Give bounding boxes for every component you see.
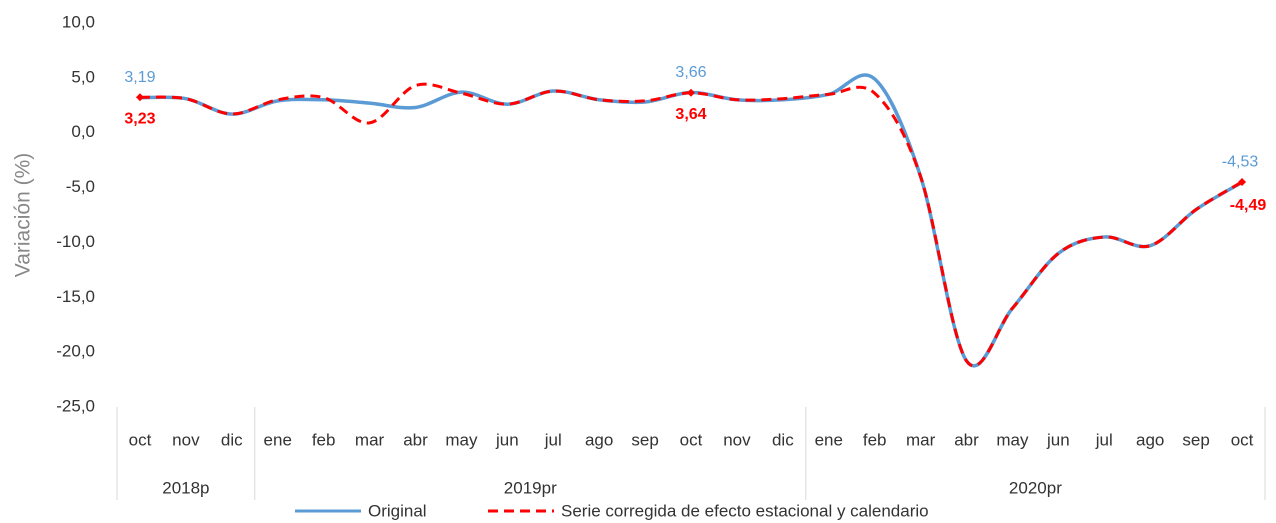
group-label: 2020pr (1009, 478, 1062, 497)
y-tick-label: -5,0 (66, 177, 95, 196)
y-tick-label: 10,0 (62, 12, 95, 31)
x-tick-label: oct (1231, 430, 1254, 449)
x-tick-label: jun (495, 430, 519, 449)
x-tick-label: mar (906, 430, 936, 449)
x-tick-label: ago (1136, 430, 1164, 449)
x-tick-label: oct (129, 430, 152, 449)
x-tick-label: oct (680, 430, 703, 449)
series-line (139, 82, 1243, 368)
x-tick-label: abr (403, 430, 428, 449)
x-tick-label: mar (355, 430, 385, 449)
data-label: 3,23 (124, 110, 155, 127)
group-label: 2018p (162, 478, 209, 497)
x-tick-label: may (996, 430, 1029, 449)
x-tick-label: ene (264, 430, 292, 449)
data-label: 3,64 (675, 106, 706, 123)
x-tick-label: ago (585, 430, 613, 449)
x-tick-label: nov (172, 430, 200, 449)
data-label: 3,66 (675, 64, 706, 81)
group-label: 2019pr (504, 478, 557, 497)
x-tick-label: sep (1182, 430, 1209, 449)
y-tick-label: 0,0 (71, 122, 95, 141)
legend-label: Original (368, 501, 427, 520)
x-tick-label: nov (723, 430, 751, 449)
point-marker (1238, 177, 1247, 186)
x-tick-label: dic (772, 430, 794, 449)
y-tick-label: 5,0 (71, 67, 95, 86)
x-tick-label: jul (544, 430, 562, 449)
y-tick-label: -10,0 (56, 232, 95, 251)
data-label: -4,49 (1230, 197, 1267, 214)
x-tick-label: sep (631, 430, 658, 449)
x-tick-label: jun (1046, 430, 1070, 449)
x-tick-label: jul (1095, 430, 1113, 449)
point-marker (135, 93, 144, 102)
point-marker (687, 88, 695, 97)
data-label: -4,53 (1222, 154, 1259, 171)
x-tick-label: feb (312, 430, 336, 449)
data-label: 3,19 (124, 69, 155, 86)
x-tick-label: may (445, 430, 478, 449)
y-tick-label: -15,0 (56, 287, 95, 306)
x-tick-label: feb (863, 430, 887, 449)
x-tick-label: ene (815, 430, 843, 449)
y-tick-label: -20,0 (56, 342, 95, 361)
legend-label: Serie corregida de efecto estacional y c… (561, 501, 929, 520)
x-tick-label: dic (221, 430, 243, 449)
y-tick-label: -25,0 (56, 396, 95, 415)
x-tick-label: abr (954, 430, 979, 449)
y-axis-title: Variación (%) (12, 153, 35, 277)
